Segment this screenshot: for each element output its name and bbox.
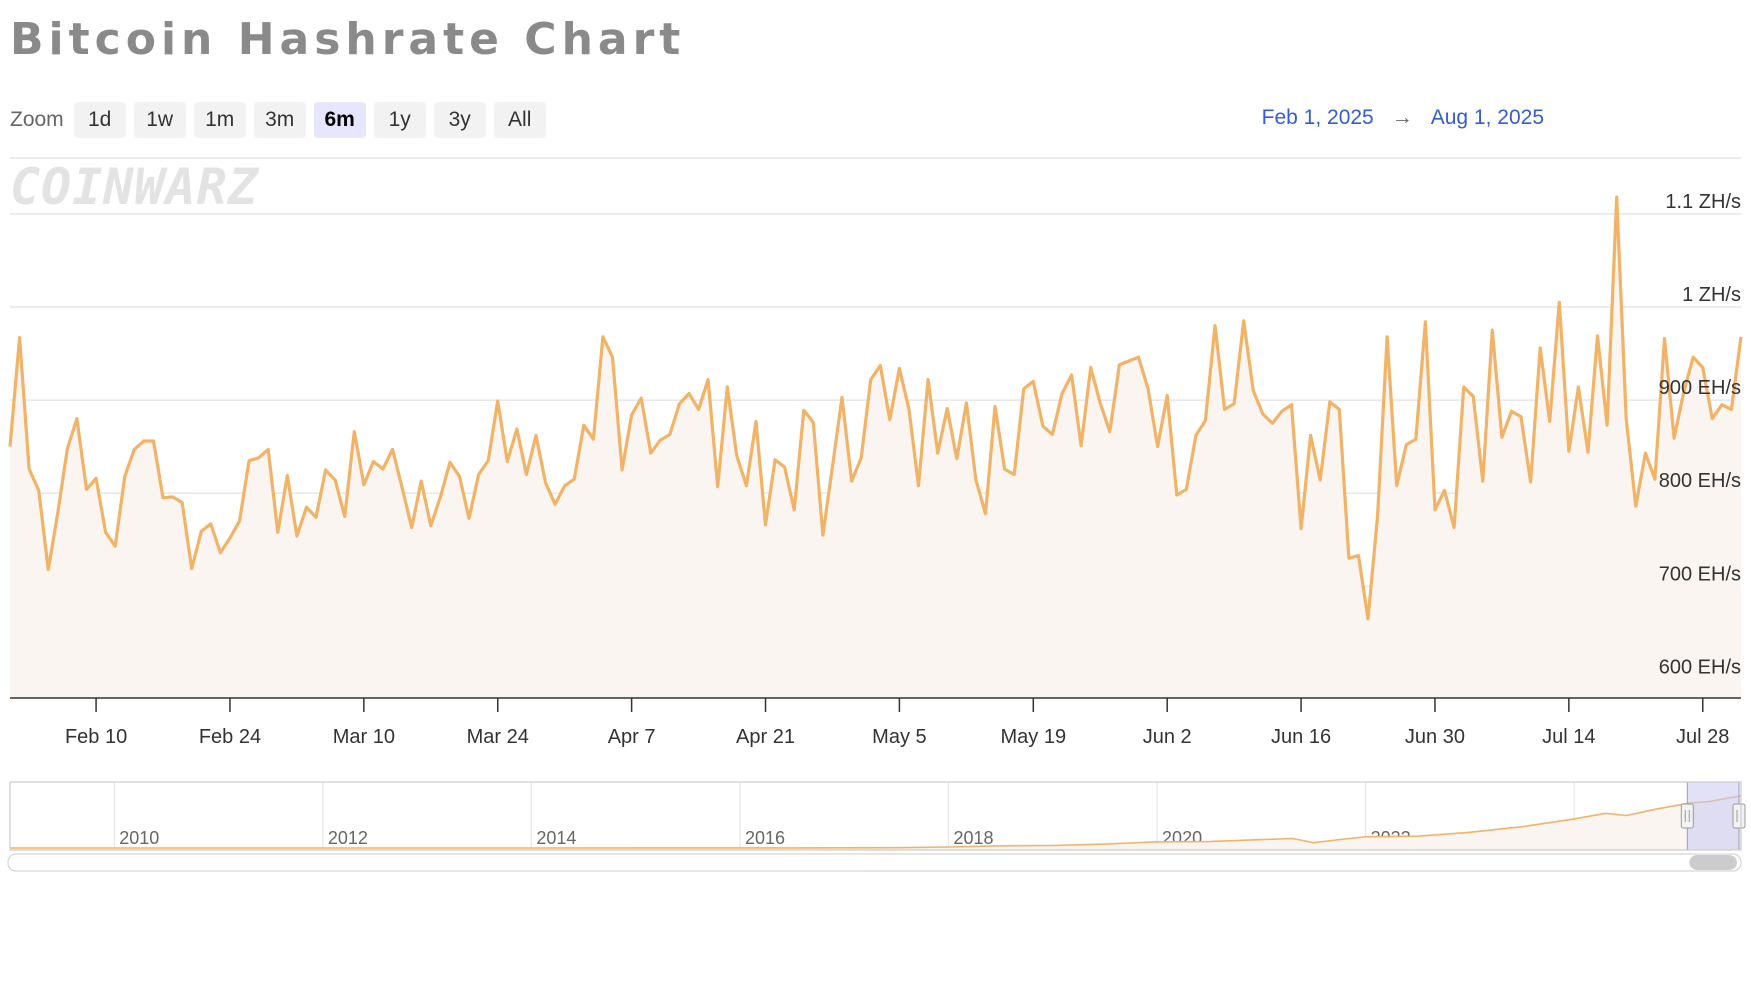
range-to-date[interactable]: Aug 1, 2025 [1430, 106, 1544, 129]
navigator-right-handle[interactable] [1732, 803, 1746, 829]
x-tick-label: Feb 24 [199, 726, 261, 748]
zoom-button-3y[interactable]: 3y [433, 102, 486, 138]
hashrate-line[interactable] [8, 195, 1743, 621]
navigator-year-label: 2018 [953, 828, 993, 848]
range-arrow-icon: → [1391, 106, 1413, 129]
navigator-year-label: 2014 [536, 828, 576, 848]
x-tick-label: Apr 7 [608, 726, 656, 748]
zoom-button-6m[interactable]: 6m [313, 102, 366, 138]
y-tick-label: 700 EH/s [1659, 563, 1741, 585]
navigator[interactable]: 20102012201420162018202020222024 [9, 781, 1746, 851]
x-tick-label: Feb 10 [65, 726, 127, 748]
x-tick-label: Jul 14 [1542, 726, 1595, 748]
zoom-button-all[interactable]: All [493, 102, 546, 138]
zoom-button-1y[interactable]: 1y [373, 102, 426, 138]
navigator-year-label: 2012 [328, 828, 368, 848]
coinwarz-watermark: COINWARZ [10, 158, 259, 216]
x-tick-label: Jun 30 [1405, 726, 1465, 748]
x-tick-label: Jun 2 [1143, 726, 1192, 748]
x-tick-label: Jun 16 [1271, 726, 1331, 748]
navigator-left-handle[interactable] [1680, 803, 1694, 829]
navigator-handle-grip [1680, 803, 1694, 829]
x-tick-label: Mar 10 [333, 726, 395, 748]
x-tick-label: May 19 [1001, 726, 1067, 748]
y-tick-label: 1.1 ZH/s [1665, 191, 1741, 213]
zoom-button-3m[interactable]: 3m [253, 102, 306, 138]
y-tick-label: 600 EH/s [1659, 656, 1741, 678]
page-title: Bitcoin Hashrate Chart [10, 14, 686, 65]
x-axis: Feb 10 Feb 24 Mar 10 Mar 24 Apr 7 Apr 21 May 5… [65, 698, 1729, 748]
y-tick-label: 1 ZH/s [1682, 284, 1741, 306]
x-tick-label: Apr 21 [736, 726, 795, 748]
zoom-bar: Zoom 1d 1w 1m 3m 6m 1y 3y All [10, 102, 546, 138]
navigator-frame [9, 781, 1742, 851]
range-from-date[interactable]: Feb 1, 2025 [1261, 106, 1374, 129]
navigator-line [10, 795, 1742, 849]
navigator-area [10, 795, 1741, 850]
navigator-handle-grip [1732, 803, 1746, 829]
scrollbar-track[interactable] [7, 853, 1742, 872]
y-tick-label: 900 EH/s [1659, 377, 1741, 399]
navigator-year-label: 2016 [745, 828, 785, 848]
x-tick-label: Jul 28 [1676, 726, 1729, 748]
zoom-button-1d[interactable]: 1d [73, 102, 126, 138]
navigator-selection[interactable] [1686, 781, 1740, 851]
hashrate-area [10, 197, 1741, 698]
scrollbar-thumb[interactable] [1689, 855, 1738, 870]
zoom-label: Zoom [10, 108, 64, 131]
y-axis-labels: 600 EH/s 700 EH/s 800 EH/s 900 EH/s 1 ZH/s 1.… [1659, 191, 1741, 679]
zoom-button-1w[interactable]: 1w [133, 102, 186, 138]
y-tick-label: 800 EH/s [1659, 470, 1741, 492]
x-tick-label: May 5 [872, 726, 926, 748]
navigator-year-label: 2010 [119, 828, 159, 848]
x-tick-label: Mar 24 [467, 726, 529, 748]
date-range: Feb 1, 2025 → Aug 1, 2025 [1262, 106, 1544, 130]
zoom-button-1m[interactable]: 1m [193, 102, 246, 138]
